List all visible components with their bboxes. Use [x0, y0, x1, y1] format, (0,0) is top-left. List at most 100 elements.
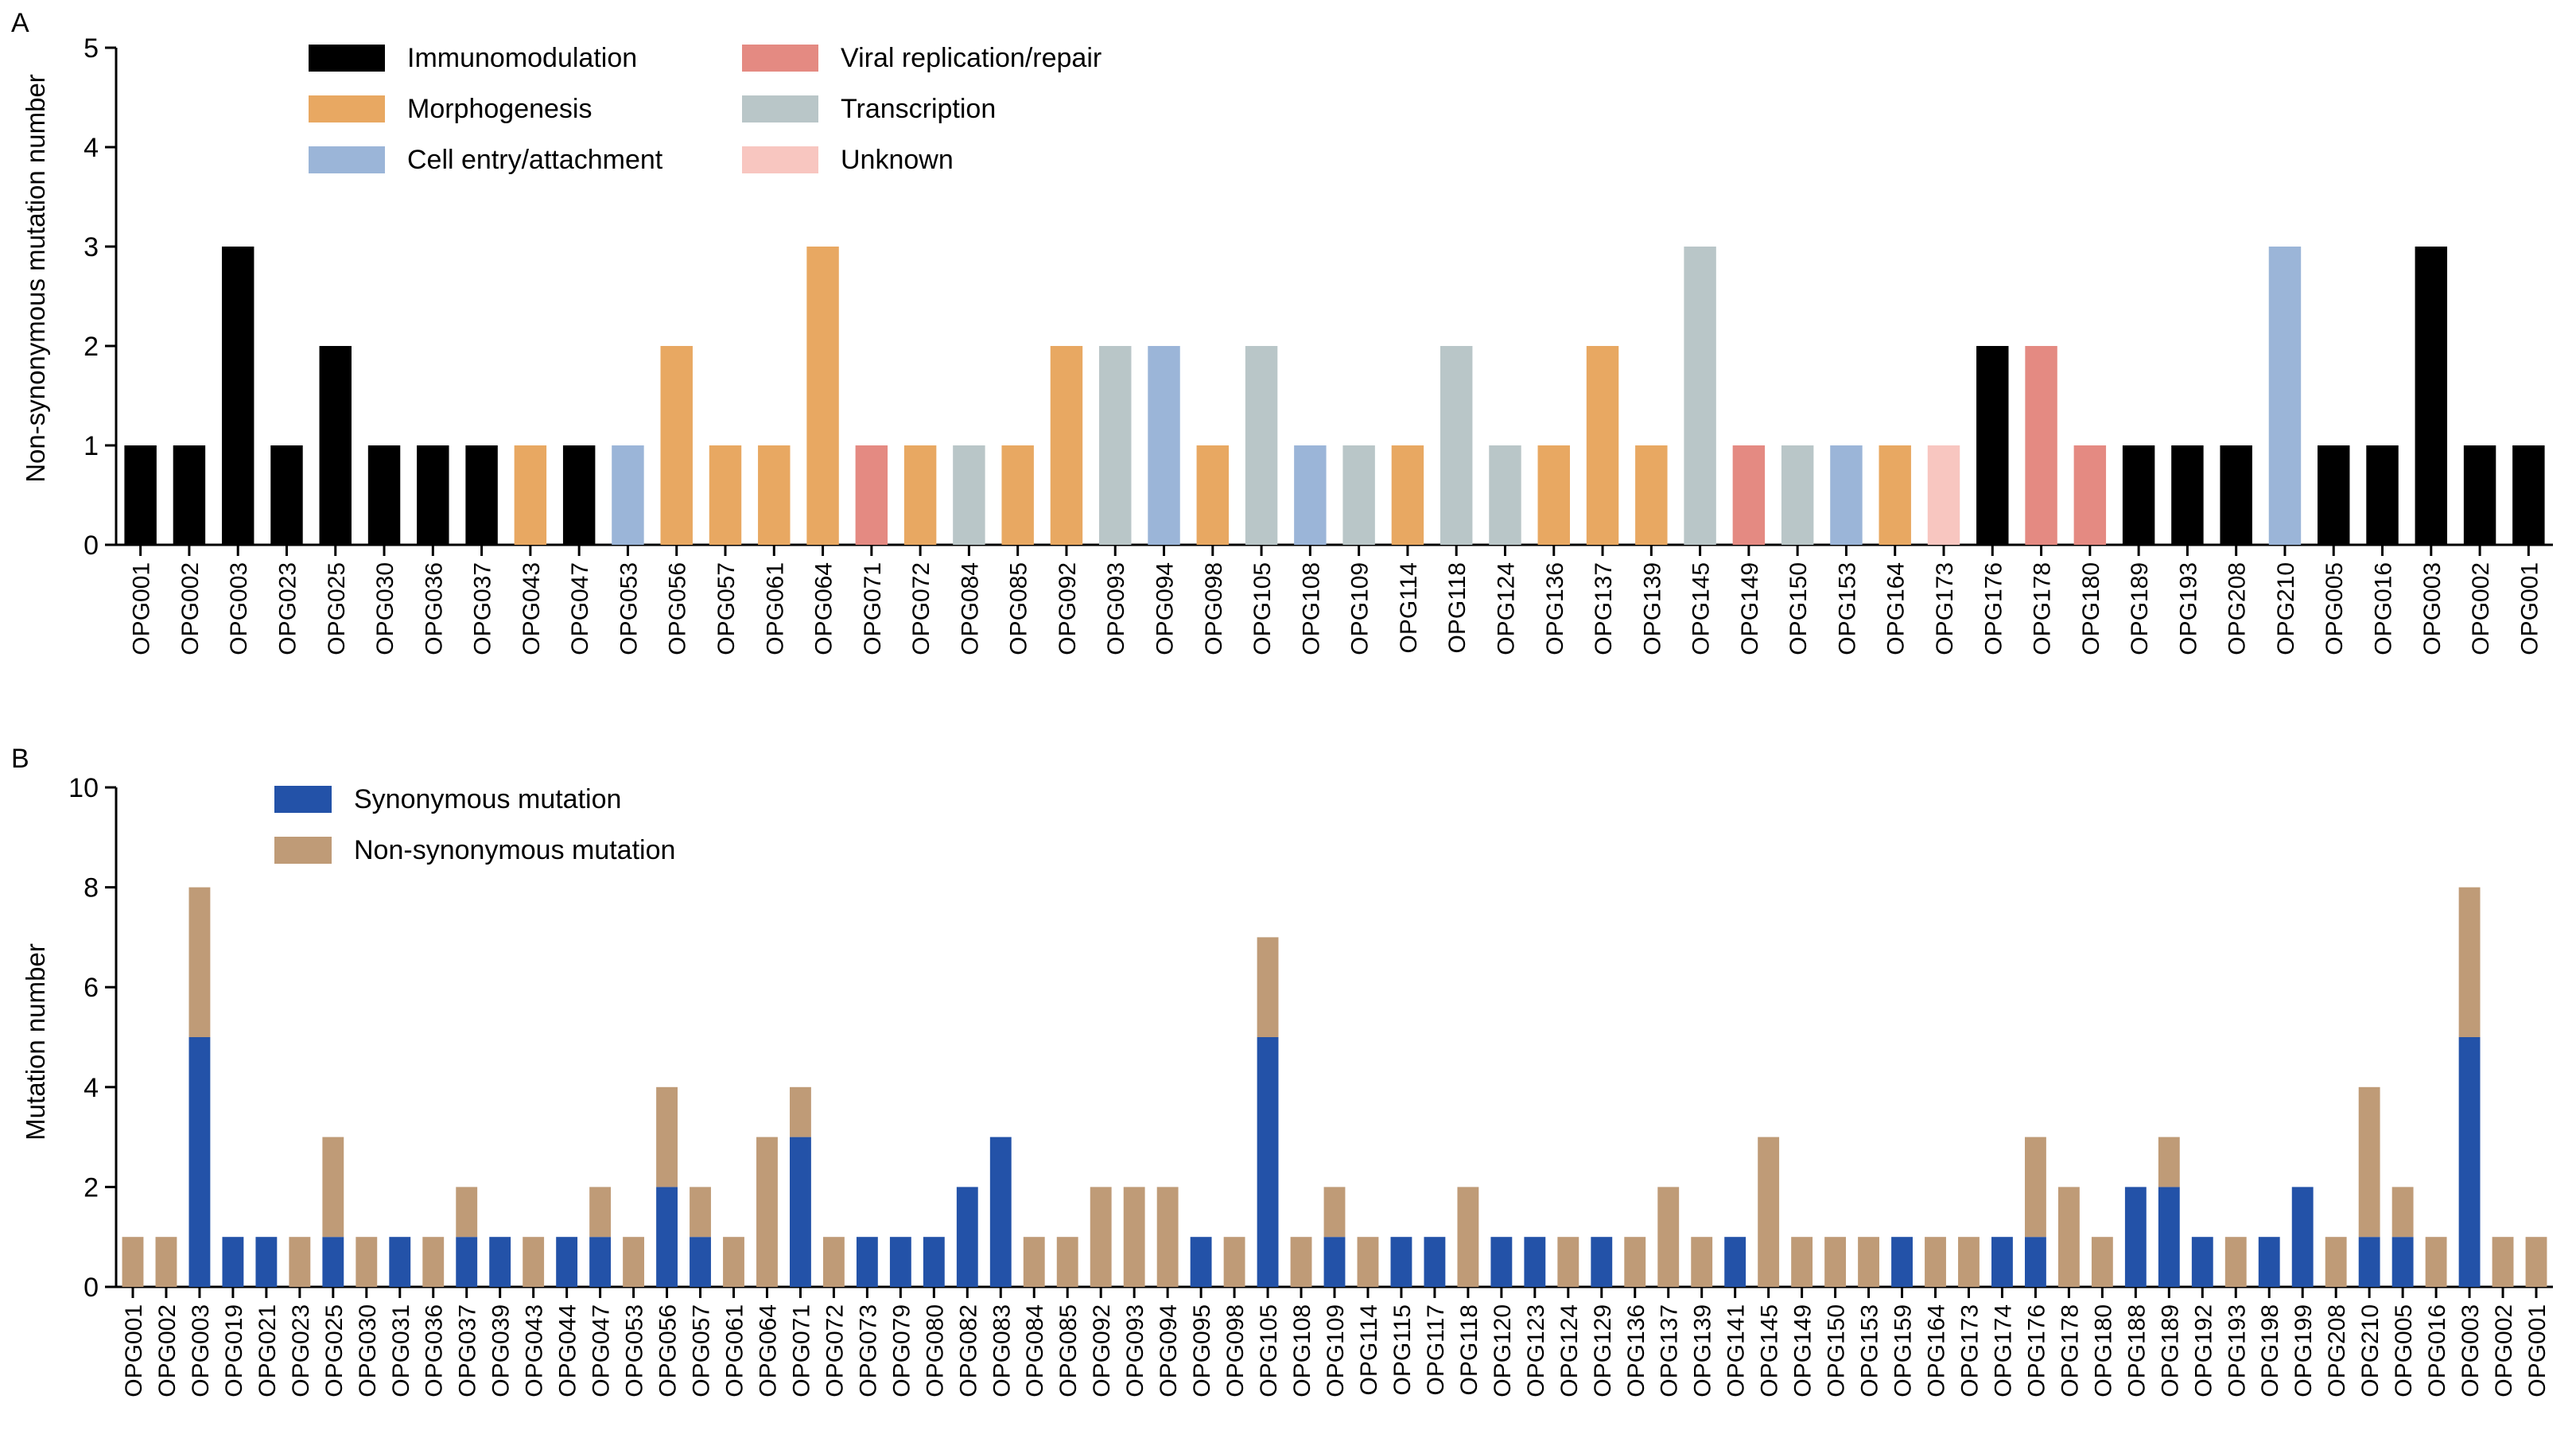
x-tick-label-opg044: OPG044 [555, 1304, 581, 1397]
x-tick-label-opg136: OPG136 [1542, 562, 1568, 655]
bar-non-synonymous-opg109 [1323, 1187, 1346, 1238]
x-tick-label-opg173: OPG173 [1932, 562, 1958, 655]
legend-label-morpho: Morphogenesis [407, 94, 592, 124]
bar-synonymous-opg198 [2258, 1237, 2280, 1287]
x-tick-label-opg139: OPG139 [1690, 1304, 1716, 1397]
x-tick-label-opg094: OPG094 [1152, 562, 1179, 655]
x-tick-label-opg105: OPG105 [1256, 1304, 1282, 1397]
x-tick-label-opg150: OPG150 [1785, 562, 1812, 655]
bar-opg057-morpho [709, 445, 742, 545]
x-tick-label-opg036: OPG036 [422, 1304, 448, 1397]
bar-non-synonymous-opg193 [2224, 1237, 2247, 1287]
x-tick-label-opg003: OPG003 [188, 1304, 214, 1397]
x-tick-label-opg072: OPG072 [908, 562, 934, 655]
x-tick-label-opg193: OPG193 [2175, 562, 2201, 655]
x-tick-label-opg115: OPG115 [1389, 1304, 1416, 1396]
bar-non-synonymous-opg164 [1925, 1237, 1946, 1287]
x-tick-label-opg208: OPG208 [2224, 562, 2251, 655]
x-tick-label-opg180: OPG180 [2078, 562, 2104, 655]
x-tick-label-opg053: OPG053 [616, 562, 642, 655]
panel-b-legend: Synonymous mutation Non-synonymous mutati… [274, 784, 675, 865]
legend-label-unknown: Unknown [841, 145, 954, 175]
x-tick-label-opg124: OPG124 [1556, 1304, 1583, 1397]
legend-swatch-morpho [309, 95, 385, 122]
y-tick-label: 4 [84, 133, 99, 163]
x-tick-label-opg037: OPG037 [470, 562, 496, 655]
x-tick-label-opg114: OPG114 [1396, 562, 1422, 654]
bar-non-synonymous-opg208 [2325, 1237, 2347, 1287]
x-tick-label-opg025: OPG025 [321, 1304, 348, 1397]
x-tick-label-opg016: OPG016 [2424, 1304, 2450, 1397]
bar-non-synonymous-opg178 [2057, 1187, 2080, 1287]
bar-opg208-immuno [2220, 445, 2252, 545]
x-tick-label-opg178: OPG178 [2057, 1304, 2083, 1397]
bar-opg145-transc [1684, 247, 1716, 545]
x-tick-label-opg047: OPG047 [589, 1304, 615, 1397]
bar-non-synonymous-opg002 [155, 1237, 177, 1287]
panel-a-legend: Immunomodulation Morphogenesis Cell entry/… [309, 43, 1102, 175]
bar-non-synonymous-opg064 [756, 1137, 778, 1287]
x-tick-label-opg016: OPG016 [2371, 562, 2397, 655]
y-tick-label: 4 [84, 1073, 99, 1103]
x-tick-label-opg149: OPG149 [1790, 1304, 1816, 1397]
bar-synonymous-opg105 [1257, 1037, 1279, 1287]
bar-non-synonymous-opg092 [1090, 1187, 1112, 1287]
legend-label-immuno: Immunomodulation [407, 43, 637, 73]
x-tick-label-opg145: OPG145 [1688, 562, 1715, 655]
x-tick-label-opg043: OPG043 [522, 1304, 548, 1397]
bar-synonymous-opg123 [1524, 1237, 1546, 1287]
x-tick-label-opg105: OPG105 [1249, 562, 1276, 655]
x-tick-label-opg092: OPG092 [1055, 562, 1081, 655]
x-tick-label-opg085: OPG085 [1055, 1304, 1082, 1397]
x-tick-label-opg164: OPG164 [1883, 562, 1910, 655]
x-tick-label-opg139: OPG139 [1639, 562, 1665, 655]
bar-synonymous-opg159 [1891, 1237, 1913, 1287]
x-tick-label-opg108: OPG108 [1289, 1304, 1315, 1397]
x-tick-label-opg061: OPG061 [762, 562, 788, 655]
bar-non-synonymous-opg023 [289, 1237, 311, 1287]
bar-non-synonymous-opg098 [1223, 1237, 1245, 1287]
bar-non-synonymous-opg145 [1758, 1137, 1780, 1287]
bar-synonymous-opg117 [1424, 1237, 1446, 1287]
x-tick-label-opg002: OPG002 [2468, 562, 2494, 655]
x-tick-label-opg149: OPG149 [1737, 562, 1763, 655]
bar-synonymous-opg073 [856, 1237, 878, 1287]
bar-non-synonymous-opg105 [1257, 937, 1279, 1037]
legend-label-synonymous-mutation: Synonymous mutation [354, 784, 621, 814]
x-tick-label-opg098: OPG098 [1201, 562, 1227, 655]
bar-opg114-morpho [1391, 445, 1424, 545]
x-tick-label-opg108: OPG108 [1298, 562, 1324, 655]
bar-opg002-immuno [173, 445, 206, 545]
bar-opg016-immuno [2366, 445, 2399, 545]
bar-non-synonymous-opg003 [188, 887, 211, 1037]
bar-opg005-immuno [2318, 445, 2350, 545]
bar-non-synonymous-opg094 [1156, 1187, 1179, 1287]
bar-non-synonymous-opg005 [2391, 1187, 2414, 1238]
bar-opg001-immuno [124, 445, 157, 545]
bar-non-synonymous-opg114 [1357, 1237, 1379, 1287]
x-tick-label-opg164: OPG164 [1924, 1304, 1950, 1397]
bar-opg210-entry [2268, 247, 2302, 545]
legend-swatch-unknown [742, 146, 818, 173]
y-tick-label: 2 [84, 332, 99, 362]
bar-opg136-morpho [1537, 445, 1570, 545]
bar-non-synonymous-opg001 [2525, 1237, 2547, 1287]
x-tick-label-opg057: OPG057 [713, 562, 740, 655]
legend-swatch-non-synonymous-mutation [274, 837, 332, 864]
bar-opg036-immuno [417, 445, 449, 545]
x-tick-label-opg129: OPG129 [1590, 1304, 1616, 1397]
x-tick-label-opg141: OPG141 [1723, 1304, 1750, 1397]
bar-synonymous-opg021 [255, 1237, 278, 1287]
bar-non-synonymous-opg043 [523, 1237, 545, 1287]
bar-non-synonymous-opg118 [1457, 1187, 1479, 1287]
x-tick-label-opg137: OPG137 [1657, 1304, 1683, 1397]
bar-non-synonymous-opg173 [1958, 1237, 1980, 1287]
bar-non-synonymous-opg056 [656, 1086, 678, 1187]
bar-opg178-viral [2025, 346, 2057, 545]
x-tick-label-opg005: OPG005 [2391, 1304, 2417, 1397]
bar-opg047-immuno [562, 445, 596, 545]
x-tick-label-opg114: OPG114 [1356, 1304, 1382, 1396]
bar-opg105-transc [1245, 346, 1278, 545]
legend-swatch-transc [742, 95, 818, 122]
